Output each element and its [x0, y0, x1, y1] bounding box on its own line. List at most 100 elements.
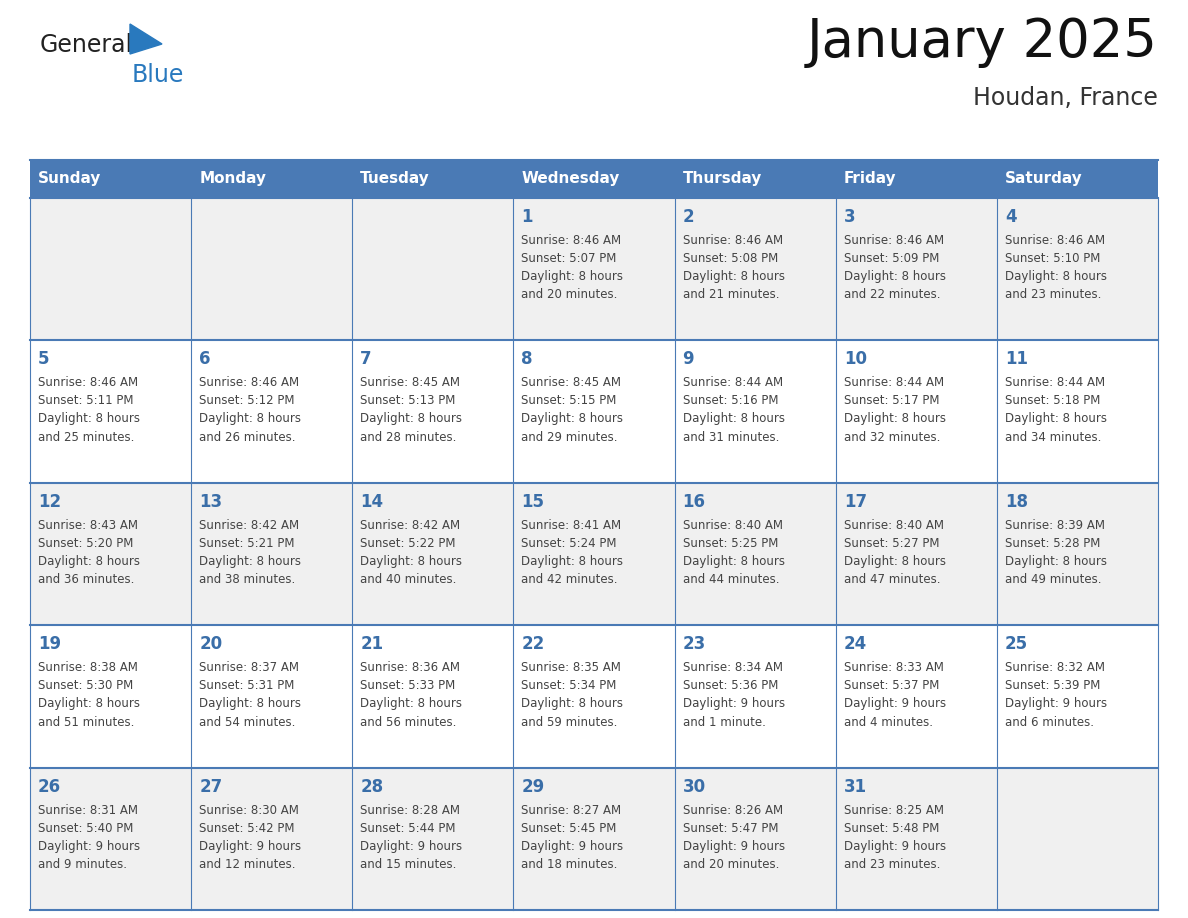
Text: Sunrise: 8:39 AM: Sunrise: 8:39 AM — [1005, 519, 1105, 532]
Bar — [675, 625, 835, 767]
Text: 12: 12 — [38, 493, 61, 510]
Bar — [30, 483, 191, 625]
Text: Daylight: 9 hours
and 6 minutes.: Daylight: 9 hours and 6 minutes. — [1005, 697, 1107, 729]
Bar — [835, 625, 997, 767]
Text: Sunset: 5:18 PM: Sunset: 5:18 PM — [1005, 395, 1100, 408]
Text: Sunrise: 8:25 AM: Sunrise: 8:25 AM — [843, 803, 943, 817]
Text: 11: 11 — [1005, 351, 1028, 368]
Text: 14: 14 — [360, 493, 384, 510]
Text: Sunrise: 8:46 AM: Sunrise: 8:46 AM — [683, 234, 783, 247]
Text: Sunset: 5:09 PM: Sunset: 5:09 PM — [843, 252, 939, 265]
Text: 5: 5 — [38, 351, 50, 368]
Text: Daylight: 8 hours
and 23 minutes.: Daylight: 8 hours and 23 minutes. — [1005, 270, 1107, 301]
Text: Sunrise: 8:42 AM: Sunrise: 8:42 AM — [360, 519, 461, 532]
Bar — [353, 160, 513, 198]
Text: Sunset: 5:10 PM: Sunset: 5:10 PM — [1005, 252, 1100, 265]
Text: 2: 2 — [683, 208, 694, 226]
Text: Friday: Friday — [843, 172, 896, 186]
Text: Blue: Blue — [132, 63, 184, 87]
Text: Daylight: 8 hours
and 32 minutes.: Daylight: 8 hours and 32 minutes. — [843, 412, 946, 444]
Text: 13: 13 — [200, 493, 222, 510]
Text: Sunset: 5:34 PM: Sunset: 5:34 PM — [522, 679, 617, 692]
Bar — [835, 767, 997, 910]
Text: 31: 31 — [843, 778, 867, 796]
Text: Sunrise: 8:45 AM: Sunrise: 8:45 AM — [360, 376, 460, 389]
Text: Daylight: 8 hours
and 59 minutes.: Daylight: 8 hours and 59 minutes. — [522, 697, 624, 729]
Text: Sunrise: 8:44 AM: Sunrise: 8:44 AM — [843, 376, 943, 389]
Text: Sunset: 5:25 PM: Sunset: 5:25 PM — [683, 537, 778, 550]
Bar — [513, 625, 675, 767]
Text: 24: 24 — [843, 635, 867, 654]
Text: Sunset: 5:15 PM: Sunset: 5:15 PM — [522, 395, 617, 408]
Text: Daylight: 8 hours
and 47 minutes.: Daylight: 8 hours and 47 minutes. — [843, 554, 946, 587]
Text: 30: 30 — [683, 778, 706, 796]
Text: Sunset: 5:31 PM: Sunset: 5:31 PM — [200, 679, 295, 692]
Text: 25: 25 — [1005, 635, 1028, 654]
Text: January 2025: January 2025 — [807, 16, 1158, 68]
Text: Sunrise: 8:46 AM: Sunrise: 8:46 AM — [522, 234, 621, 247]
Bar — [835, 160, 997, 198]
Text: Daylight: 8 hours
and 56 minutes.: Daylight: 8 hours and 56 minutes. — [360, 697, 462, 729]
Text: Daylight: 8 hours
and 22 minutes.: Daylight: 8 hours and 22 minutes. — [843, 270, 946, 301]
Text: 21: 21 — [360, 635, 384, 654]
Text: Sunrise: 8:38 AM: Sunrise: 8:38 AM — [38, 661, 138, 674]
Text: Sunrise: 8:32 AM: Sunrise: 8:32 AM — [1005, 661, 1105, 674]
Text: Sunrise: 8:46 AM: Sunrise: 8:46 AM — [38, 376, 138, 389]
Text: Sunrise: 8:31 AM: Sunrise: 8:31 AM — [38, 803, 138, 817]
Text: Sunset: 5:13 PM: Sunset: 5:13 PM — [360, 395, 456, 408]
Text: Daylight: 8 hours
and 21 minutes.: Daylight: 8 hours and 21 minutes. — [683, 270, 784, 301]
Text: 29: 29 — [522, 778, 544, 796]
Text: Sunrise: 8:45 AM: Sunrise: 8:45 AM — [522, 376, 621, 389]
Bar — [353, 625, 513, 767]
Text: Daylight: 9 hours
and 1 minute.: Daylight: 9 hours and 1 minute. — [683, 697, 785, 729]
Bar — [513, 767, 675, 910]
Bar — [191, 198, 353, 341]
Bar — [997, 341, 1158, 483]
Bar — [997, 767, 1158, 910]
Text: Daylight: 8 hours
and 44 minutes.: Daylight: 8 hours and 44 minutes. — [683, 554, 784, 587]
Bar — [191, 767, 353, 910]
Text: Sunrise: 8:34 AM: Sunrise: 8:34 AM — [683, 661, 783, 674]
Text: 10: 10 — [843, 351, 867, 368]
Text: Sunrise: 8:42 AM: Sunrise: 8:42 AM — [200, 519, 299, 532]
Text: Daylight: 8 hours
and 34 minutes.: Daylight: 8 hours and 34 minutes. — [1005, 412, 1107, 444]
Bar — [353, 483, 513, 625]
Text: Daylight: 9 hours
and 9 minutes.: Daylight: 9 hours and 9 minutes. — [38, 840, 140, 871]
Text: Daylight: 8 hours
and 51 minutes.: Daylight: 8 hours and 51 minutes. — [38, 697, 140, 729]
Text: Daylight: 8 hours
and 36 minutes.: Daylight: 8 hours and 36 minutes. — [38, 554, 140, 587]
Text: Daylight: 9 hours
and 15 minutes.: Daylight: 9 hours and 15 minutes. — [360, 840, 462, 871]
Bar — [513, 483, 675, 625]
Bar — [191, 160, 353, 198]
Text: Sunset: 5:40 PM: Sunset: 5:40 PM — [38, 822, 133, 834]
Text: Sunset: 5:21 PM: Sunset: 5:21 PM — [200, 537, 295, 550]
Text: Sunset: 5:44 PM: Sunset: 5:44 PM — [360, 822, 456, 834]
Bar — [30, 198, 191, 341]
Bar — [30, 160, 191, 198]
Text: Tuesday: Tuesday — [360, 172, 430, 186]
Text: Daylight: 8 hours
and 25 minutes.: Daylight: 8 hours and 25 minutes. — [38, 412, 140, 444]
Text: 16: 16 — [683, 493, 706, 510]
Bar — [835, 341, 997, 483]
Text: Sunset: 5:20 PM: Sunset: 5:20 PM — [38, 537, 133, 550]
Bar — [997, 625, 1158, 767]
Text: 15: 15 — [522, 493, 544, 510]
Text: Daylight: 8 hours
and 49 minutes.: Daylight: 8 hours and 49 minutes. — [1005, 554, 1107, 587]
Bar — [997, 483, 1158, 625]
Bar — [30, 767, 191, 910]
Text: Sunset: 5:48 PM: Sunset: 5:48 PM — [843, 822, 939, 834]
Bar — [353, 341, 513, 483]
Text: Sunrise: 8:43 AM: Sunrise: 8:43 AM — [38, 519, 138, 532]
Text: Sunrise: 8:44 AM: Sunrise: 8:44 AM — [683, 376, 783, 389]
Bar — [191, 483, 353, 625]
Text: 26: 26 — [38, 778, 61, 796]
Text: Sunset: 5:16 PM: Sunset: 5:16 PM — [683, 395, 778, 408]
Bar — [675, 767, 835, 910]
Text: Thursday: Thursday — [683, 172, 762, 186]
Text: Daylight: 8 hours
and 26 minutes.: Daylight: 8 hours and 26 minutes. — [200, 412, 301, 444]
Text: Monday: Monday — [200, 172, 266, 186]
Text: Sunrise: 8:46 AM: Sunrise: 8:46 AM — [1005, 234, 1105, 247]
Text: Sunset: 5:33 PM: Sunset: 5:33 PM — [360, 679, 455, 692]
Text: Daylight: 8 hours
and 40 minutes.: Daylight: 8 hours and 40 minutes. — [360, 554, 462, 587]
Text: Daylight: 8 hours
and 28 minutes.: Daylight: 8 hours and 28 minutes. — [360, 412, 462, 444]
Text: Sunset: 5:11 PM: Sunset: 5:11 PM — [38, 395, 133, 408]
